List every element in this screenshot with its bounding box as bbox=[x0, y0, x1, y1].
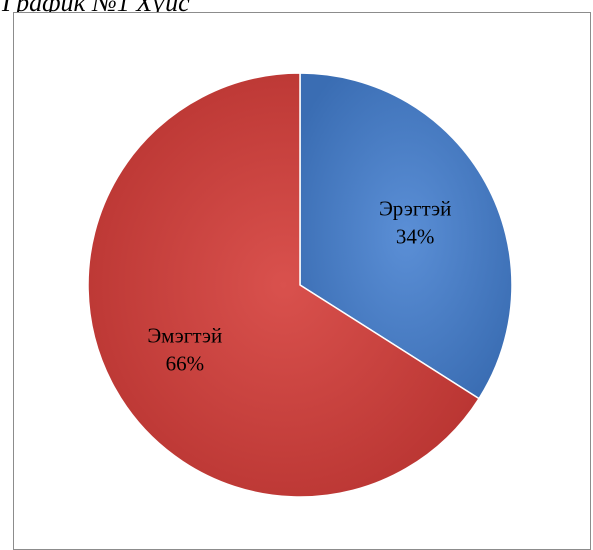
chart-frame: Эрэгтэй 34% Эмэгтэй 66% bbox=[13, 12, 591, 550]
slice-label-name-2: Эмэгтэй bbox=[147, 323, 222, 347]
pie-chart: Эрэгтэй 34% Эмэгтэй 66% bbox=[14, 13, 590, 549]
slices-layer bbox=[88, 73, 512, 497]
slice-label-percent-1: 34% bbox=[396, 225, 435, 249]
slice-label-percent-2: 66% bbox=[166, 351, 205, 375]
slice-label-name-1: Эрэгтэй bbox=[379, 197, 451, 221]
